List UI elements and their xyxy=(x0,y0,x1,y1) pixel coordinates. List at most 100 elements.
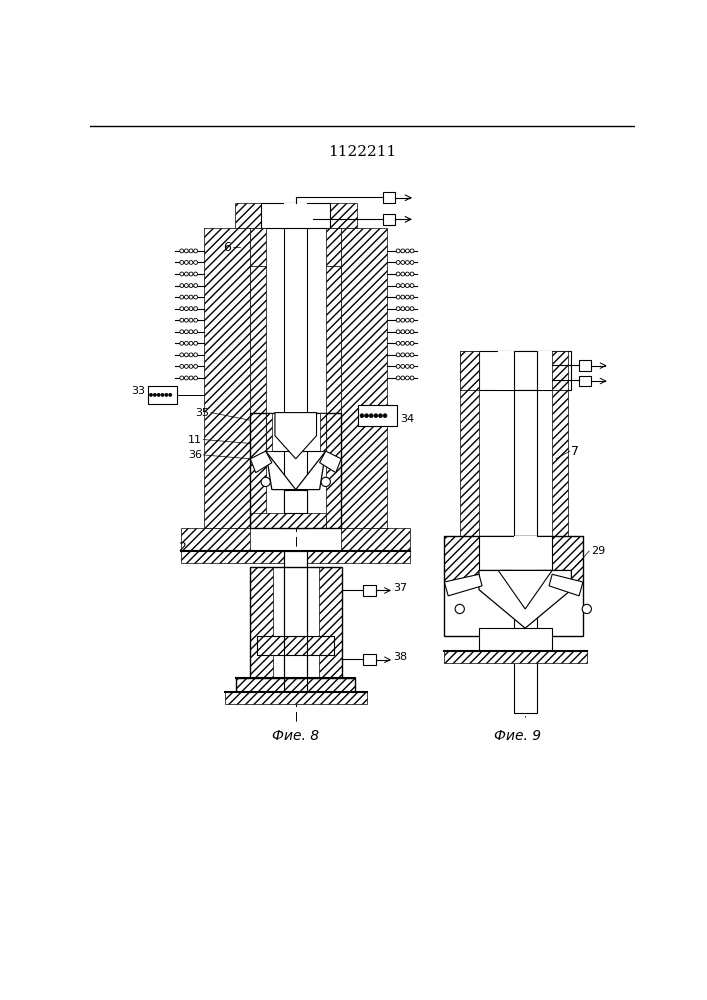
Circle shape xyxy=(194,272,197,276)
Circle shape xyxy=(180,261,184,264)
Bar xyxy=(236,678,355,692)
Polygon shape xyxy=(552,536,583,582)
Circle shape xyxy=(185,272,188,276)
Polygon shape xyxy=(460,351,479,389)
Bar xyxy=(363,654,376,665)
Circle shape xyxy=(405,307,409,311)
Bar xyxy=(319,567,342,678)
Circle shape xyxy=(185,307,188,311)
Circle shape xyxy=(189,376,193,380)
Text: 37: 37 xyxy=(393,583,407,593)
Bar xyxy=(284,490,308,513)
Circle shape xyxy=(401,261,404,264)
Circle shape xyxy=(189,249,193,253)
Polygon shape xyxy=(326,228,341,266)
Circle shape xyxy=(180,307,184,311)
Bar xyxy=(148,386,177,404)
Circle shape xyxy=(396,318,400,322)
Circle shape xyxy=(180,295,184,299)
Bar xyxy=(363,585,376,596)
Bar xyxy=(320,413,326,451)
Circle shape xyxy=(180,284,184,287)
Circle shape xyxy=(410,318,414,322)
Circle shape xyxy=(185,295,188,299)
Circle shape xyxy=(405,353,409,357)
Circle shape xyxy=(396,272,400,276)
Text: 2: 2 xyxy=(179,541,187,554)
Circle shape xyxy=(189,284,193,287)
Circle shape xyxy=(410,341,414,345)
Circle shape xyxy=(410,353,414,357)
Circle shape xyxy=(165,393,168,396)
Circle shape xyxy=(401,364,404,368)
Circle shape xyxy=(405,272,409,276)
Polygon shape xyxy=(498,570,552,609)
Circle shape xyxy=(194,249,197,253)
Polygon shape xyxy=(444,651,587,663)
Polygon shape xyxy=(296,451,326,490)
Bar xyxy=(479,351,571,389)
Circle shape xyxy=(321,477,330,487)
Bar xyxy=(236,678,355,692)
Text: 11: 11 xyxy=(188,435,201,445)
Circle shape xyxy=(194,353,197,357)
Polygon shape xyxy=(552,351,568,389)
Circle shape xyxy=(383,414,387,418)
Polygon shape xyxy=(444,574,482,596)
Polygon shape xyxy=(266,451,296,490)
Circle shape xyxy=(405,376,409,380)
Circle shape xyxy=(194,307,197,311)
Bar xyxy=(382,214,395,225)
Circle shape xyxy=(405,330,409,334)
Bar xyxy=(284,551,308,690)
Text: 1122211: 1122211 xyxy=(328,145,396,159)
Polygon shape xyxy=(181,528,250,551)
Polygon shape xyxy=(204,228,250,528)
Bar xyxy=(261,203,330,228)
Circle shape xyxy=(410,249,414,253)
Circle shape xyxy=(401,353,404,357)
Polygon shape xyxy=(250,266,266,413)
Circle shape xyxy=(410,295,414,299)
Text: 34: 34 xyxy=(400,414,414,424)
Circle shape xyxy=(189,295,193,299)
Circle shape xyxy=(405,295,409,299)
Circle shape xyxy=(185,376,188,380)
Bar xyxy=(579,360,592,371)
Circle shape xyxy=(401,376,404,380)
Polygon shape xyxy=(552,389,568,536)
Text: 38: 38 xyxy=(393,652,407,662)
Circle shape xyxy=(185,364,188,368)
Circle shape xyxy=(401,330,404,334)
Circle shape xyxy=(396,341,400,345)
Bar xyxy=(266,413,272,451)
Circle shape xyxy=(194,295,197,299)
Circle shape xyxy=(405,341,409,345)
Circle shape xyxy=(378,414,382,418)
Circle shape xyxy=(194,284,197,287)
Circle shape xyxy=(410,364,414,368)
Bar xyxy=(257,636,334,655)
Text: 33: 33 xyxy=(132,386,146,396)
Polygon shape xyxy=(225,692,368,704)
Circle shape xyxy=(194,364,197,368)
Circle shape xyxy=(396,364,400,368)
Text: 35: 35 xyxy=(196,408,209,418)
Circle shape xyxy=(185,318,188,322)
Circle shape xyxy=(405,284,409,287)
Bar xyxy=(444,536,583,636)
Circle shape xyxy=(396,249,400,253)
Circle shape xyxy=(189,261,193,264)
Circle shape xyxy=(405,261,409,264)
Circle shape xyxy=(410,330,414,334)
Circle shape xyxy=(194,318,197,322)
Bar xyxy=(284,203,308,228)
Circle shape xyxy=(157,393,160,396)
Bar xyxy=(579,376,592,386)
Polygon shape xyxy=(326,413,341,528)
Circle shape xyxy=(261,477,270,487)
Polygon shape xyxy=(250,451,272,473)
Circle shape xyxy=(180,376,184,380)
Circle shape xyxy=(189,353,193,357)
Circle shape xyxy=(405,318,409,322)
